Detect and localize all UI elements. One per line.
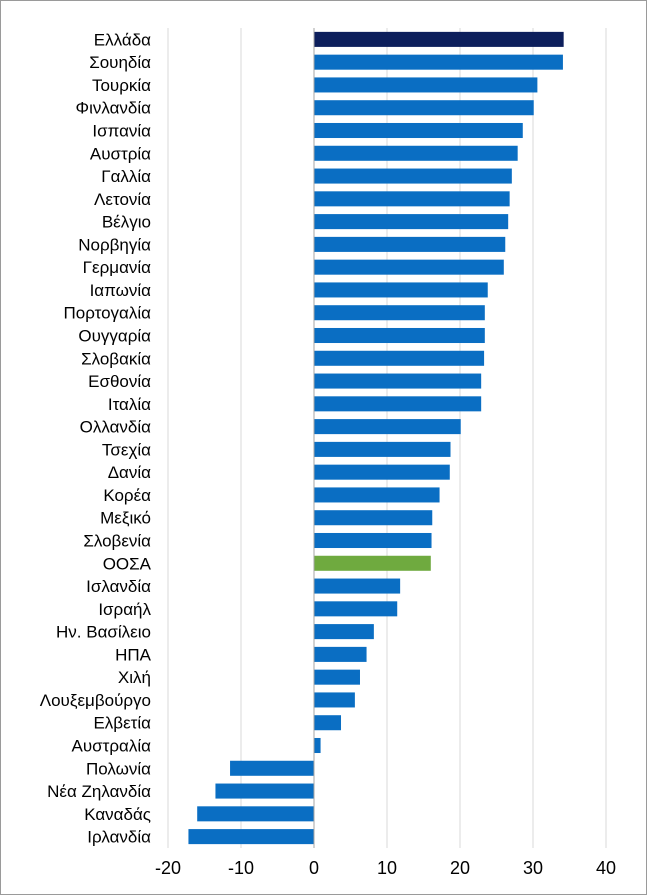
bar-15 bbox=[314, 373, 482, 389]
bar-11 bbox=[314, 282, 488, 298]
category-label-15: Εσθονία bbox=[88, 372, 151, 391]
x-tick-label-2: 0 bbox=[309, 858, 319, 878]
x-tick-label-0: -20 bbox=[155, 858, 181, 878]
bar-2 bbox=[314, 77, 538, 93]
x-tick-label-4: 20 bbox=[450, 858, 470, 878]
bar-29 bbox=[314, 692, 355, 708]
bar-9 bbox=[314, 236, 506, 252]
category-label-20: Κορέα bbox=[103, 486, 151, 505]
category-label-34: Καναδάς bbox=[84, 805, 151, 824]
bar-12 bbox=[314, 305, 485, 321]
category-label-0: Ελλάδα bbox=[94, 30, 151, 49]
x-tick-label-3: 10 bbox=[377, 858, 397, 878]
category-label-22: Σλοβενία bbox=[83, 532, 151, 551]
gridlines bbox=[167, 28, 607, 848]
bar-1 bbox=[314, 54, 563, 70]
category-label-11: Ιαπωνία bbox=[90, 281, 152, 300]
x-tick-labels: -20 -10 0 10 20 30 40 bbox=[155, 858, 616, 878]
bar-30 bbox=[314, 715, 342, 731]
bar-6 bbox=[314, 168, 512, 184]
x-tick-label-5: 30 bbox=[523, 858, 543, 878]
bar-16 bbox=[314, 396, 482, 412]
bar-20 bbox=[314, 487, 440, 503]
category-label-3: Φινλανδία bbox=[76, 99, 152, 118]
bar-19 bbox=[314, 464, 450, 480]
bar-31 bbox=[314, 737, 321, 754]
bar-14 bbox=[314, 350, 485, 366]
category-label-19: Δανία bbox=[108, 463, 151, 482]
category-label-13: Ουγγαρία bbox=[78, 327, 151, 346]
category-label-18: Τσεχία bbox=[102, 440, 151, 459]
bar-8 bbox=[314, 214, 509, 230]
bar-22 bbox=[314, 532, 432, 549]
x-tick-label-1: -10 bbox=[228, 858, 254, 878]
category-label-8: Βέλγιο bbox=[102, 213, 151, 232]
bar-28 bbox=[314, 669, 360, 685]
category-label-23: ΟΟΣΑ bbox=[103, 554, 152, 573]
category-label-30: Ελβετία bbox=[93, 714, 151, 733]
bar-18 bbox=[314, 441, 451, 457]
category-label-32: Πολωνία bbox=[86, 759, 151, 778]
category-label-24: Ισλανδία bbox=[86, 577, 151, 596]
bar-34 bbox=[197, 806, 314, 822]
bar-25 bbox=[314, 601, 398, 617]
bar-10 bbox=[314, 259, 504, 275]
bars bbox=[188, 31, 564, 845]
category-label-4: Ισπανία bbox=[92, 122, 151, 141]
bar-3 bbox=[314, 100, 534, 116]
category-label-26: Ην. Βασίλειο bbox=[56, 623, 151, 642]
category-label-33: Νέα Ζηλανδία bbox=[47, 782, 151, 801]
category-label-12: Πορτογαλία bbox=[63, 304, 151, 323]
category-label-14: Σλοβακία bbox=[81, 349, 151, 368]
category-label-31: Αυστραλία bbox=[72, 737, 152, 756]
category-label-35: Ιρλανδία bbox=[87, 828, 151, 847]
category-labels: Ελλάδα Σουηδία Τουρκία Φινλανδία Ισπανία Αυστ… bbox=[40, 30, 152, 846]
category-label-2: Τουρκία bbox=[92, 76, 151, 95]
category-label-1: Σουηδία bbox=[89, 53, 151, 72]
category-label-6: Γαλλία bbox=[101, 167, 151, 186]
category-label-7: Λετονία bbox=[94, 190, 151, 209]
category-label-10: Γερμανία bbox=[83, 258, 152, 277]
bar-33 bbox=[215, 783, 314, 799]
bar-26 bbox=[314, 624, 374, 640]
bar-23 bbox=[314, 555, 431, 571]
bar-27 bbox=[314, 646, 367, 662]
bar-13 bbox=[314, 327, 485, 344]
category-label-5: Αυστρία bbox=[90, 144, 151, 163]
category-label-28: Χιλή bbox=[118, 668, 151, 687]
category-label-16: Ιταλία bbox=[108, 395, 151, 414]
x-tick-label-6: 40 bbox=[596, 858, 616, 878]
bar-0 bbox=[314, 31, 564, 47]
bar-24 bbox=[314, 578, 401, 594]
bar-17 bbox=[314, 419, 461, 435]
category-label-29: Λουξεμβούργο bbox=[40, 691, 151, 710]
category-label-9: Νορβηγία bbox=[78, 235, 151, 254]
bar-35 bbox=[188, 829, 314, 845]
category-label-25: Ισραήλ bbox=[98, 600, 151, 619]
bar-21 bbox=[314, 510, 433, 526]
category-label-27: ΗΠΑ bbox=[115, 645, 152, 664]
bar-32 bbox=[230, 760, 314, 776]
bar-7 bbox=[314, 191, 510, 207]
category-label-21: Μεξικό bbox=[100, 509, 151, 528]
bar-4 bbox=[314, 122, 523, 139]
category-label-17: Ολλανδία bbox=[80, 418, 152, 437]
bar-5 bbox=[314, 145, 518, 161]
